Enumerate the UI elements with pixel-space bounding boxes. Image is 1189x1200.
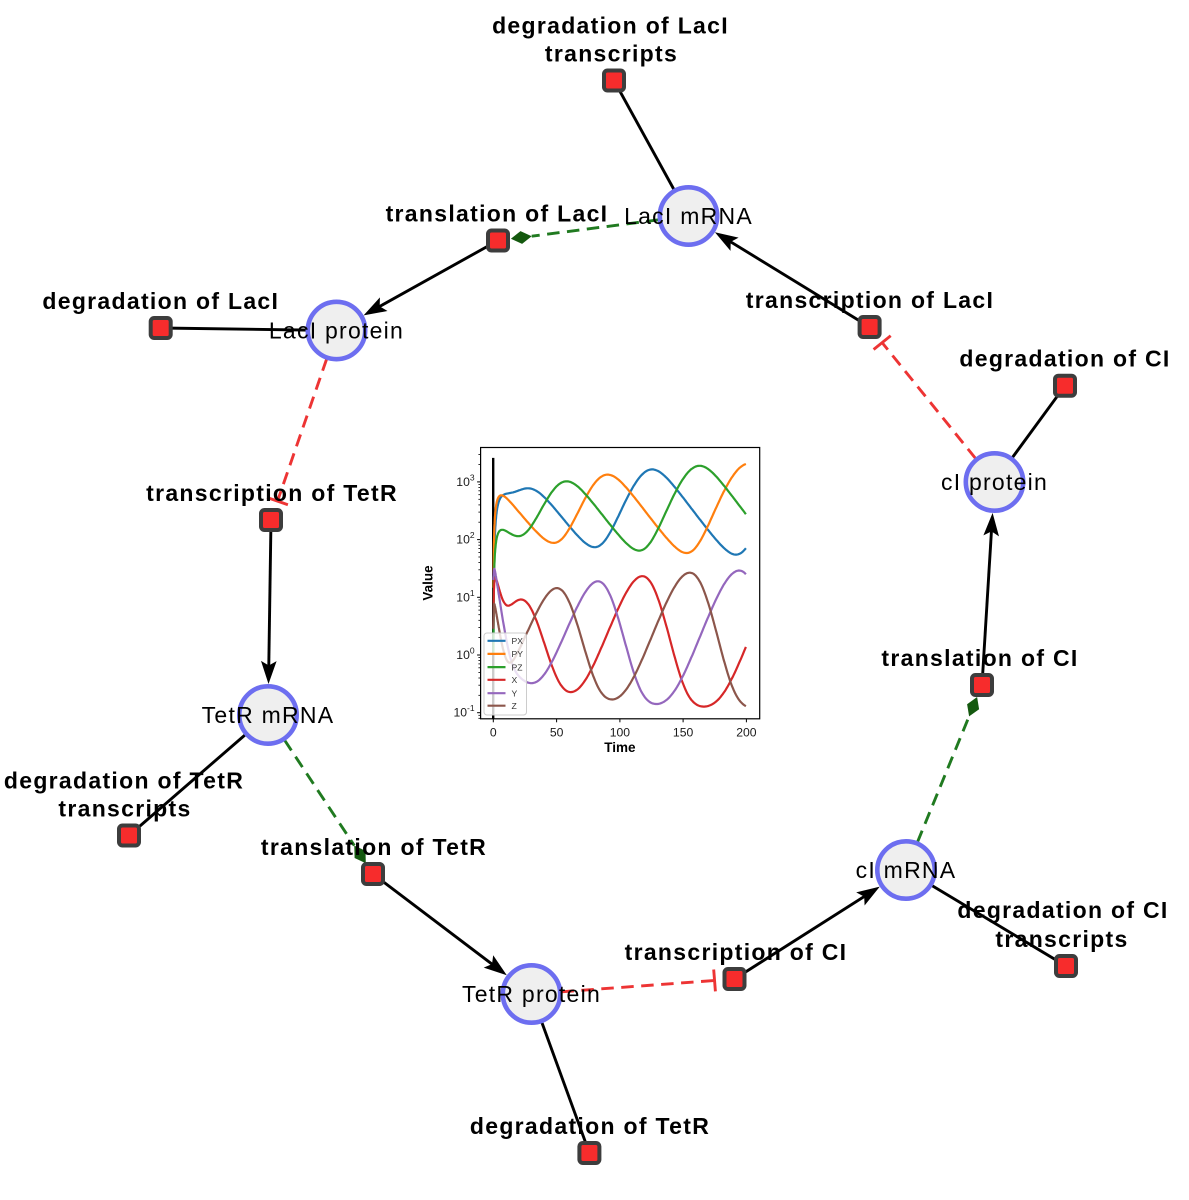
svg-text:200: 200 xyxy=(736,725,757,739)
svg-text:Z: Z xyxy=(512,701,517,711)
svg-text:translation of CI: translation of CI xyxy=(881,645,1078,671)
svg-text:LacI mRNA: LacI mRNA xyxy=(624,203,753,229)
svg-text:TetR protein: TetR protein xyxy=(462,981,601,1007)
svg-text:degradation of CI: degradation of CI xyxy=(959,346,1170,372)
svg-text:transcription of LacI: transcription of LacI xyxy=(746,287,994,313)
svg-text:10-1: 10-1 xyxy=(453,703,474,720)
svg-text:transcripts: transcripts xyxy=(995,926,1128,952)
svg-text:degradation of LacI: degradation of LacI xyxy=(492,13,729,39)
svg-text:transcripts: transcripts xyxy=(545,41,678,67)
svg-text:LacI protein: LacI protein xyxy=(269,318,404,344)
svg-text:150: 150 xyxy=(673,725,694,739)
svg-text:103: 103 xyxy=(456,472,475,489)
svg-text:0: 0 xyxy=(490,725,497,739)
svg-text:100: 100 xyxy=(610,725,631,739)
svg-text:Value: Value xyxy=(421,565,436,601)
svg-text:100: 100 xyxy=(456,646,475,663)
svg-text:102: 102 xyxy=(456,530,475,547)
svg-text:degradation of TetR: degradation of TetR xyxy=(4,768,244,794)
svg-text:transcription of CI: transcription of CI xyxy=(625,939,848,965)
svg-text:cI mRNA: cI mRNA xyxy=(856,857,957,883)
svg-text:transcripts: transcripts xyxy=(58,796,191,822)
svg-text:degradation of TetR: degradation of TetR xyxy=(470,1113,710,1139)
svg-text:Time: Time xyxy=(604,740,636,755)
svg-text:degradation of CI: degradation of CI xyxy=(957,897,1168,923)
svg-text:50: 50 xyxy=(550,725,564,739)
svg-text:PY: PY xyxy=(512,649,524,659)
svg-text:PZ: PZ xyxy=(512,662,523,672)
svg-text:translation of LacI: translation of LacI xyxy=(386,201,609,227)
svg-text:translation of TetR: translation of TetR xyxy=(261,834,487,860)
svg-text:TetR mRNA: TetR mRNA xyxy=(202,702,335,728)
svg-text:degradation of LacI: degradation of LacI xyxy=(42,288,279,314)
svg-text:cI protein: cI protein xyxy=(941,469,1048,495)
svg-text:Y: Y xyxy=(512,688,518,698)
svg-text:transcription of TetR: transcription of TetR xyxy=(146,480,398,506)
svg-text:PX: PX xyxy=(512,636,524,646)
svg-text:X: X xyxy=(512,675,518,685)
svg-text:101: 101 xyxy=(456,588,475,605)
